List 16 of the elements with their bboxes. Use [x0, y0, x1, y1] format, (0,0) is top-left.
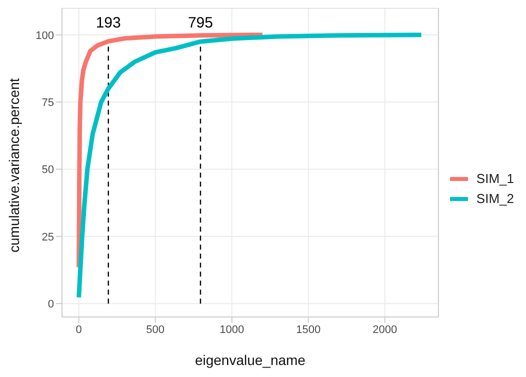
x-tick-label: 0 — [76, 324, 82, 336]
x-tick-label: 1000 — [220, 324, 244, 336]
x-axis-title: eigenvalue_name — [194, 352, 306, 368]
x-tick-label: 1500 — [296, 324, 321, 336]
x-tick-label: 500 — [146, 324, 165, 336]
legend-label: SIM_2 — [476, 191, 514, 206]
x-tick-label: 2000 — [372, 324, 398, 336]
y-tick-label: 0 — [48, 298, 54, 310]
y-tick-label: 25 — [42, 231, 54, 244]
y-axis-title: cumulative.variance.percent — [6, 78, 22, 252]
ref-line-label: 795 — [188, 14, 213, 32]
ref-line-label: 193 — [96, 14, 121, 32]
y-tick-label: 50 — [42, 164, 54, 176]
legend-label: SIM_1 — [476, 171, 514, 186]
y-tick-label: 100 — [36, 30, 54, 42]
y-tick-label: 75 — [42, 96, 54, 109]
